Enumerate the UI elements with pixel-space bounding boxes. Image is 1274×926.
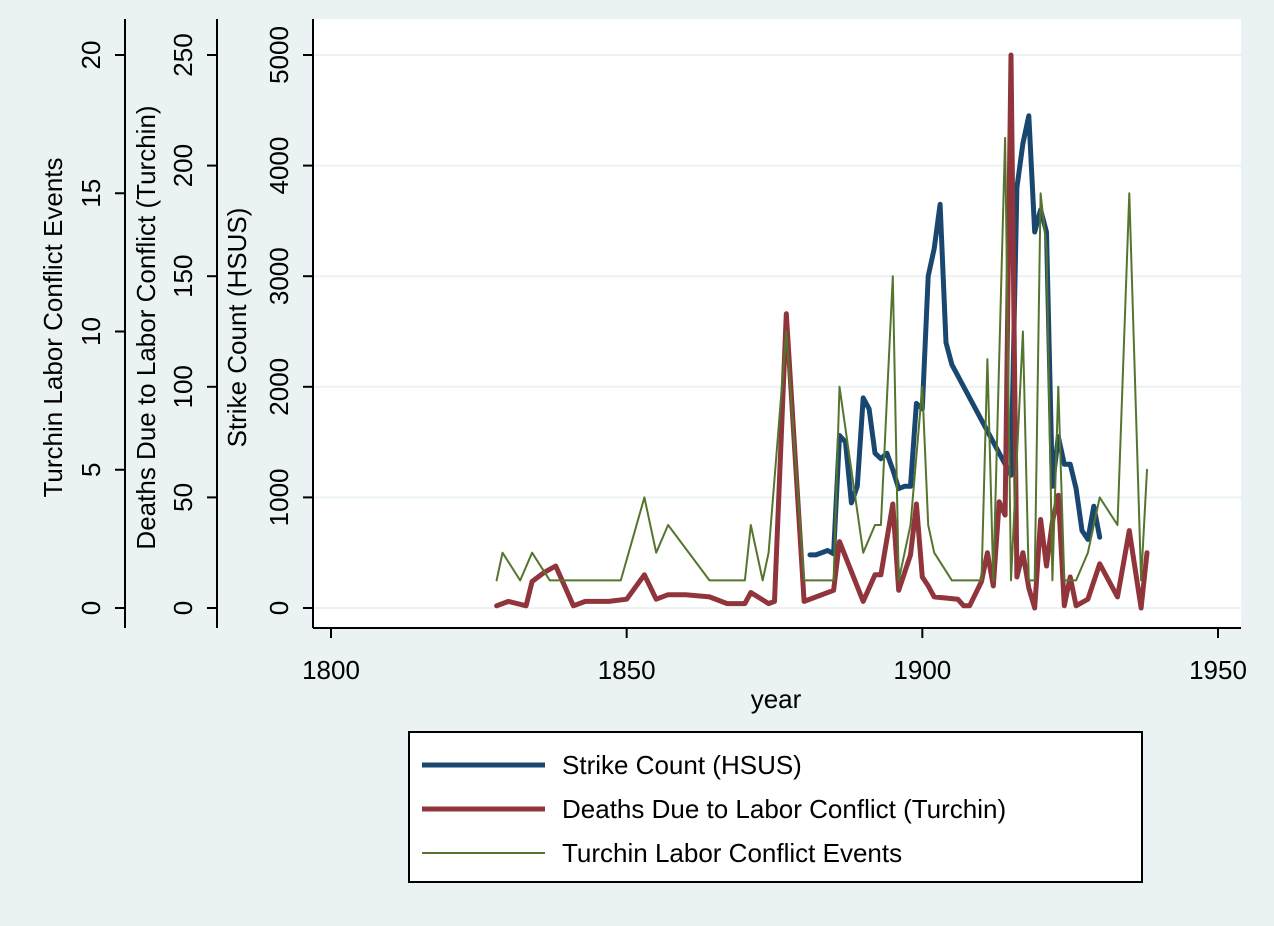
y-tick-label-deaths: 50: [168, 483, 198, 512]
y-tick-label-strikes: 0: [264, 601, 294, 615]
x-tick-label: 1850: [598, 655, 656, 685]
y-tick-label-events: 15: [76, 179, 106, 208]
y-tick-label-events: 20: [76, 41, 106, 70]
x-axis-title: year: [751, 684, 802, 714]
y-tick-label-events: 5: [76, 463, 106, 477]
legend-label: Turchin Labor Conflict Events: [562, 838, 902, 868]
series-line-events: [495, 136, 1148, 582]
axes: 1800 1850 1900 1950 0 5 10 15 20 Turchin Labor Co…: [38, 19, 1247, 685]
y-tick-label-strikes: 1000: [264, 468, 294, 526]
y-tick-label-deaths: 150: [168, 255, 198, 298]
legend-label: Strike Count (HSUS): [562, 750, 802, 780]
y-tick-label-events: 0: [76, 601, 106, 615]
y-tick-label-deaths: 0: [168, 601, 198, 615]
legend-label: Deaths Due to Labor Conflict (Turchin): [562, 794, 1006, 824]
y-tick-label-deaths: 200: [168, 144, 198, 187]
y-axis-title-events: Turchin Labor Conflict Events: [38, 157, 68, 497]
legend: Strike Count (HSUS) Deaths Due to Labor C…: [408, 731, 1143, 883]
y-tick-label-strikes: 3000: [264, 247, 294, 305]
y-tick-label-events: 10: [76, 317, 106, 346]
y-tick-label-deaths: 250: [168, 33, 198, 76]
y-tick-label-strikes: 2000: [264, 358, 294, 416]
x-tick-label: 1800: [302, 655, 360, 685]
y-axis-title-deaths: Deaths Due to Labor Conflict (Turchin): [131, 105, 161, 549]
y-tick-label-deaths: 100: [168, 365, 198, 408]
series-layer: [494, 52, 1150, 611]
series-line-strikes: [807, 113, 1103, 558]
y-tick-label-strikes: 5000: [264, 26, 294, 84]
y-axis-title-strikes: Strike Count (HSUS): [222, 208, 252, 448]
y-tick-label-strikes: 4000: [264, 137, 294, 195]
x-tick-label: 1900: [893, 655, 951, 685]
x-tick-label: 1950: [1189, 655, 1247, 685]
